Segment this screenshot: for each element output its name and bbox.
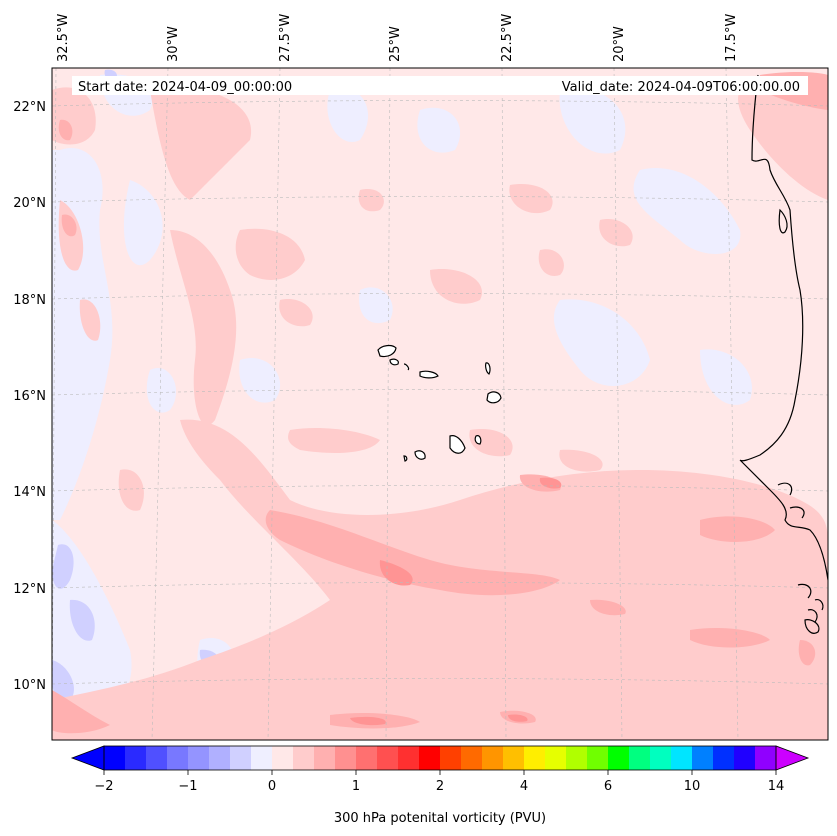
colorbar-tick-label: 0 — [268, 779, 276, 794]
colorbar-ticks: −2 −1 0 1 2 4 6 10 14 — [94, 770, 784, 794]
colorbar-tick-label: 14 — [768, 779, 785, 794]
colorbar-over-arrow — [775, 745, 810, 771]
colorbar-tick-label: 10 — [684, 779, 701, 794]
colorbar-cell — [398, 746, 420, 770]
colorbar-cell — [377, 746, 399, 770]
colorbar-cell — [440, 746, 462, 770]
colorbar-cell — [629, 746, 651, 770]
lon-tick-label: 30°W — [166, 26, 181, 62]
start-date-label: Start date: 2024-04-09_00:00:00 — [78, 80, 292, 95]
colorbar-cell — [251, 746, 273, 770]
colorbar-cell — [692, 746, 714, 770]
lat-tick-label: 10°N — [13, 678, 46, 693]
colorbar-cell — [335, 746, 357, 770]
colorbar-cell — [272, 746, 294, 770]
colorbar-cell — [356, 746, 378, 770]
latitude-ticks: 22°N 20°N 18°N 16°N 14°N 12°N 10°N — [13, 100, 46, 693]
colorbar-cell — [734, 746, 756, 770]
lon-tick-label: 25°W — [388, 26, 403, 62]
colorbar-cell — [230, 746, 252, 770]
colorbar-tick-label: 4 — [520, 779, 528, 794]
lat-tick-label: 20°N — [13, 196, 46, 211]
colorbar-cell — [188, 746, 210, 770]
colorbar-cell — [587, 746, 609, 770]
colorbar-cell — [104, 746, 126, 770]
colorbar-cell — [566, 746, 588, 770]
colorbar-cell — [671, 746, 693, 770]
lat-tick-label: 14°N — [13, 485, 46, 500]
colorbar-tick-label: −2 — [94, 779, 113, 794]
colorbar-cell — [461, 746, 483, 770]
colorbar-cell — [482, 746, 504, 770]
lat-tick-label: 22°N — [13, 100, 46, 115]
colorbar-cells — [104, 746, 777, 770]
colorbar-under-arrow — [70, 745, 105, 771]
cape-verde-islands — [377, 344, 502, 462]
colorbar-tick-label: 6 — [604, 779, 612, 794]
lat-tick-label: 18°N — [13, 293, 46, 308]
colorbar-cell — [293, 746, 315, 770]
lon-tick-label: 17.5°W — [724, 14, 739, 62]
colorbar-cell — [608, 746, 630, 770]
colorbar-tick-label: −1 — [178, 779, 197, 794]
colorbar-cell — [146, 746, 168, 770]
colorbar-cell — [524, 746, 546, 770]
colorbar-tick-label: 1 — [352, 779, 360, 794]
map-frame — [51, 67, 829, 741]
colorbar-cell — [650, 746, 672, 770]
colorbar-cell — [125, 746, 147, 770]
colorbar-cell — [545, 746, 567, 770]
colorbar-cell — [314, 746, 336, 770]
lon-tick-label: 20°W — [612, 26, 627, 62]
colorbar-cell — [167, 746, 189, 770]
coastline — [739, 74, 828, 634]
colorbar-cell — [419, 746, 441, 770]
lat-tick-label: 12°N — [13, 582, 46, 597]
colorbar-cell — [209, 746, 231, 770]
longitude-ticks: 32.5°W 30°W 27.5°W 25°W 22.5°W 20°W 17.5… — [56, 14, 739, 62]
lon-tick-label: 27.5°W — [278, 14, 293, 62]
pv-field — [52, 68, 828, 740]
lon-tick-label: 32.5°W — [56, 14, 71, 62]
colorbar-title: 300 hPa potenital vorticity (PVU) — [334, 811, 546, 826]
date-info-box — [72, 76, 808, 95]
colorbar-cell — [713, 746, 735, 770]
colorbar-cell — [503, 746, 525, 770]
lat-tick-label: 16°N — [13, 389, 46, 404]
colorbar-cell — [755, 746, 777, 770]
colorbar-tick-label: 2 — [436, 779, 444, 794]
graticule — [52, 68, 828, 740]
valid-date-label: Valid_date: 2024-04-09T06:00:00.00 — [562, 80, 800, 95]
lon-tick-label: 22.5°W — [500, 14, 515, 62]
colorbar: −2 −1 0 1 2 4 6 10 14 300 hPa potenital vorticit… — [70, 745, 810, 826]
